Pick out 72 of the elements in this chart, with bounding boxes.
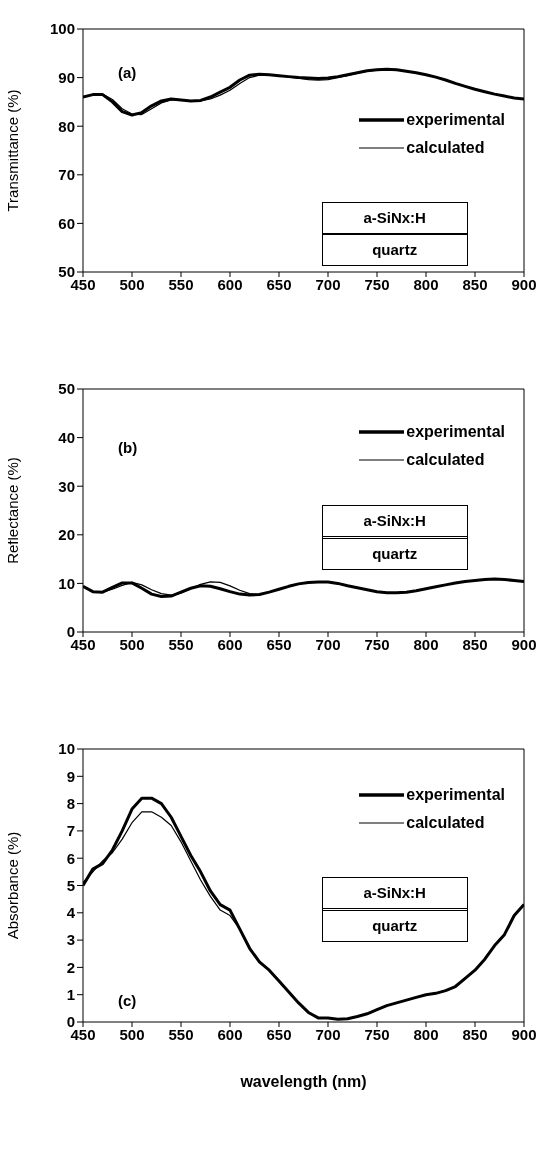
annotation: a-SiNx:H [322, 203, 467, 235]
y-tick-label: 0 [66, 1013, 75, 1031]
x-tick-label: 650 [266, 1025, 292, 1043]
x-tick-label: 500 [119, 1025, 145, 1043]
x-tick-label: 550 [168, 1025, 194, 1043]
x-tick-label: 900 [511, 1025, 537, 1043]
y-axis-title: Absorbance (%) [4, 831, 22, 940]
layer-stack-diagram: a-SiNx:H quartz [321, 505, 468, 570]
y-tick-label: 2 [66, 958, 75, 976]
x-tick-label: 750 [364, 635, 390, 653]
y-tick-label: 80 [58, 117, 75, 135]
x-tick-label: 850 [462, 275, 488, 293]
x-tick-label: 700 [315, 275, 341, 293]
y-tick-label: 50 [58, 380, 75, 398]
x-tick-label: 900 [511, 635, 537, 653]
y-tick-label: 1 [66, 986, 75, 1004]
annotation: quartz [371, 240, 419, 260]
y-tick-label: 30 [58, 477, 75, 495]
x-tick-label: 500 [119, 275, 145, 293]
annotation: a-SiNx:H [322, 877, 467, 911]
y-tick-label: 9 [66, 767, 75, 785]
x-tick-label: 750 [364, 275, 390, 293]
x-tick-label: 850 [462, 635, 488, 653]
legend-label: experimental [406, 423, 505, 441]
y-tick-label: 90 [58, 68, 75, 86]
annotation: (b) [118, 439, 138, 456]
x-axis-title: wavelength (nm) [239, 1073, 367, 1090]
y-axis-title: Reflectance (%) [4, 457, 22, 564]
y-tick-label: 10 [58, 574, 75, 592]
y-tick-label: 8 [66, 794, 75, 812]
x-tick-label: 900 [511, 275, 537, 293]
y-tick-label: 5 [66, 876, 75, 894]
x-tick-label: 600 [217, 275, 243, 293]
annotation: quartz [371, 544, 419, 564]
x-tick-label: 700 [315, 635, 341, 653]
x-tick-label: 650 [266, 635, 292, 653]
y-tick-label: 7 [66, 822, 75, 840]
x-tick-label: 800 [413, 1025, 439, 1043]
annotation: quartz [371, 915, 419, 936]
x-tick-label: 550 [168, 275, 194, 293]
layer-stack-diagram: a-SiNx:H quartz [321, 876, 468, 942]
x-tick-label: 500 [119, 635, 145, 653]
legend-label: calculated [406, 139, 485, 157]
legend-label: experimental [406, 111, 505, 129]
y-tick-label: 4 [66, 904, 76, 922]
legend-label: calculated [406, 451, 485, 469]
x-tick-label: 550 [168, 635, 194, 653]
x-tick-label: 800 [413, 635, 439, 653]
y-tick-label: 10 [58, 740, 75, 758]
y-tick-label: 0 [66, 623, 75, 641]
y-tick-label: 20 [58, 526, 75, 544]
annotation: (c) [118, 992, 137, 1010]
y-tick-label: 50 [58, 263, 75, 281]
x-tick-label: 600 [217, 635, 243, 653]
y-tick-label: 3 [66, 931, 75, 949]
x-tick-label: 750 [364, 1025, 390, 1043]
layer-stack-diagram: a-SiNx:H quartz [321, 202, 468, 266]
x-tick-label: 650 [266, 275, 292, 293]
y-axis-title: Transmittance (%) [4, 89, 22, 212]
legend-label: experimental [406, 786, 505, 804]
legend-label: calculated [406, 814, 485, 832]
x-tick-label: 600 [217, 1025, 243, 1043]
y-tick-label: 6 [66, 849, 75, 867]
annotation: (a) [118, 64, 137, 81]
y-tick-label: 100 [49, 20, 75, 38]
x-tick-label: 700 [315, 1025, 341, 1043]
y-tick-label: 70 [58, 166, 75, 184]
x-tick-label: 800 [413, 275, 439, 293]
annotation: a-SiNx:H [322, 506, 467, 539]
y-tick-label: 60 [58, 214, 75, 232]
y-tick-label: 40 [58, 428, 75, 446]
x-tick-label: 850 [462, 1025, 488, 1043]
